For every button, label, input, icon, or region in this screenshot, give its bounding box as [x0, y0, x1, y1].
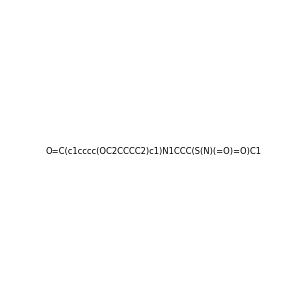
Text: O=C(c1cccc(OC2CCCC2)c1)N1CCC(S(N)(=O)=O)C1: O=C(c1cccc(OC2CCCC2)c1)N1CCC(S(N)(=O)=O)… [46, 147, 262, 156]
